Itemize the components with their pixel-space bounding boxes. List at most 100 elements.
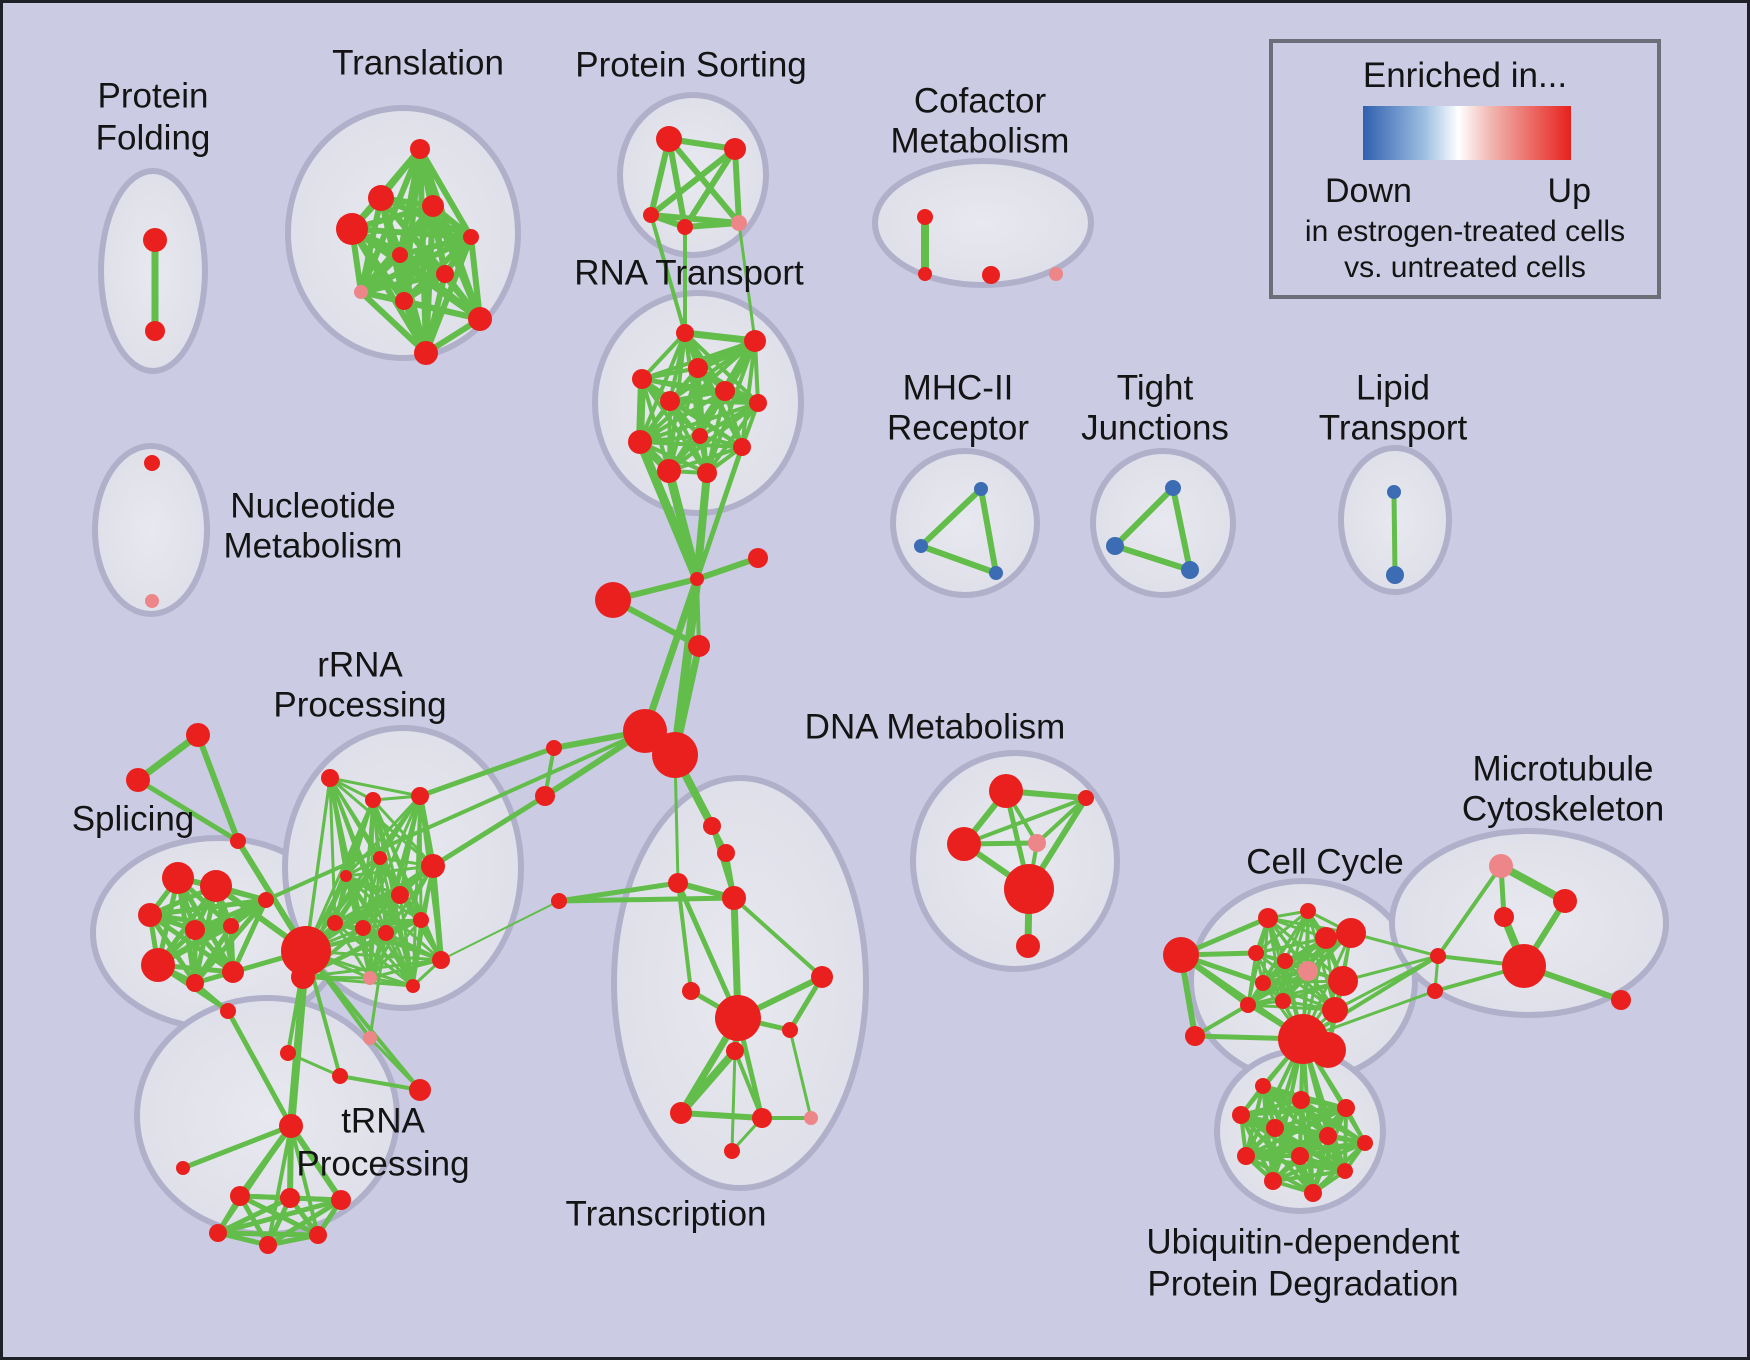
edge: [918, 543, 999, 576]
gene-set-node-red: [546, 740, 562, 756]
edge: [430, 793, 548, 869]
edge: [344, 874, 443, 962]
gene-set-node-red: [947, 827, 981, 861]
edge: [288, 1123, 344, 1203]
gene-set-node-red: [432, 951, 450, 969]
gene-set-node-red: [1240, 997, 1256, 1013]
gene-set-node-red: [141, 948, 175, 982]
cluster-label-tl: Translation: [332, 43, 504, 82]
cluster-label-cf: Cofactor: [914, 81, 1047, 120]
cluster-label-cf: Metabolism: [891, 121, 1070, 160]
legend-box: [1269, 39, 1661, 299]
cluster-label-nm: Metabolism: [224, 526, 403, 565]
gene-set-node-pink: [363, 971, 377, 985]
gene-set-node-red: [258, 892, 274, 908]
gene-set-node-red: [752, 1108, 772, 1128]
gene-set-node-red: [436, 265, 454, 283]
edge: [147, 897, 269, 918]
gene-set-node-red: [230, 1186, 250, 1206]
gene-set-node-red: [185, 920, 205, 940]
edge: [664, 466, 702, 584]
edge: [732, 146, 742, 226]
gene-set-node-red: [1337, 1099, 1355, 1117]
gene-set-node-red: [744, 330, 766, 352]
edge: [468, 234, 483, 322]
edge: [349, 226, 429, 356]
edge: [682, 146, 738, 230]
gene-set-node-blue: [989, 566, 1003, 580]
gene-set-node-red: [692, 428, 708, 444]
gene-set-node-red: [230, 833, 246, 849]
gene-set-node-red: [688, 635, 710, 657]
nodes-layer: [126, 126, 1631, 1254]
gene-set-node-red: [1291, 1147, 1309, 1165]
edge: [678, 1110, 765, 1121]
gene-set-node-red: [406, 979, 420, 993]
gene-set-node-pink: [1298, 961, 1318, 981]
gene-set-node-red: [280, 1188, 300, 1208]
gene-set-node-red: [145, 321, 165, 341]
edge: [640, 331, 687, 381]
gene-set-node-red: [982, 266, 1000, 284]
cluster-ellipse-mt: [1389, 828, 1669, 1018]
cluster-label-pf: Protein: [98, 76, 209, 115]
edge: [667, 445, 744, 473]
gene-set-node-red: [391, 886, 409, 904]
gene-set-node-red: [1611, 990, 1631, 1010]
edge: [1301, 954, 1440, 1041]
legend-down-label: Down: [1325, 172, 1412, 210]
edge: [694, 444, 745, 582]
cluster-label-tr: tRNA: [341, 1101, 425, 1140]
gene-set-node-blue: [1181, 561, 1199, 579]
edge: [1170, 485, 1193, 573]
edge: [216, 1124, 293, 1235]
edge: [648, 146, 738, 218]
gene-set-node-red: [259, 1236, 277, 1254]
edge: [640, 377, 671, 473]
gene-set-node-red: [670, 1102, 692, 1124]
edge: [693, 469, 711, 583]
gene-set-node-red: [1264, 1172, 1282, 1190]
gene-set-node-red: [395, 292, 413, 310]
edge: [384, 931, 415, 988]
edge: [368, 1036, 422, 1092]
gene-set-node-red: [1427, 983, 1443, 999]
gene-set-node-red: [1237, 1147, 1255, 1165]
cluster-label-nm: Nucleotide: [230, 486, 395, 525]
gene-set-node-red: [279, 1114, 303, 1138]
edge: [740, 339, 757, 449]
gene-set-node-red: [327, 915, 343, 931]
gene-set-node-red: [209, 1224, 227, 1242]
gene-set-node-red: [280, 1045, 296, 1061]
gene-set-node-red: [535, 786, 555, 806]
gene-set-node-red: [623, 709, 667, 753]
edge: [289, 1124, 320, 1237]
legend-title: Enriched in...: [1363, 56, 1567, 95]
gene-set-node-red: [688, 358, 708, 378]
gene-set-node-red: [1502, 944, 1546, 988]
edge: [788, 1028, 813, 1120]
gene-set-node-red: [1322, 997, 1348, 1023]
edge: [135, 777, 241, 844]
gene-set-node-red: [1430, 948, 1446, 964]
gene-set-node-red: [652, 732, 698, 778]
edge: [1239, 1106, 1348, 1117]
edge: [705, 401, 760, 475]
gene-set-node-red: [162, 862, 194, 894]
gene-set-node-pink: [145, 594, 159, 608]
gene-set-node-red: [656, 126, 682, 152]
gene-set-node-red: [331, 1190, 351, 1210]
gene-set-node-red: [340, 870, 352, 882]
cluster-ellipse-ps: [617, 92, 769, 258]
edge: [180, 1123, 294, 1171]
gene-set-node-red: [748, 548, 768, 568]
gene-set-node-red: [176, 1161, 190, 1175]
edge: [918, 486, 984, 549]
cluster-label-rr: rRNA: [317, 645, 403, 684]
gene-set-node-red: [782, 1022, 798, 1038]
edge: [265, 1197, 344, 1248]
edge: [398, 893, 415, 988]
cluster-ellipse-mhc: [890, 448, 1040, 598]
gene-set-node-red: [733, 438, 751, 456]
